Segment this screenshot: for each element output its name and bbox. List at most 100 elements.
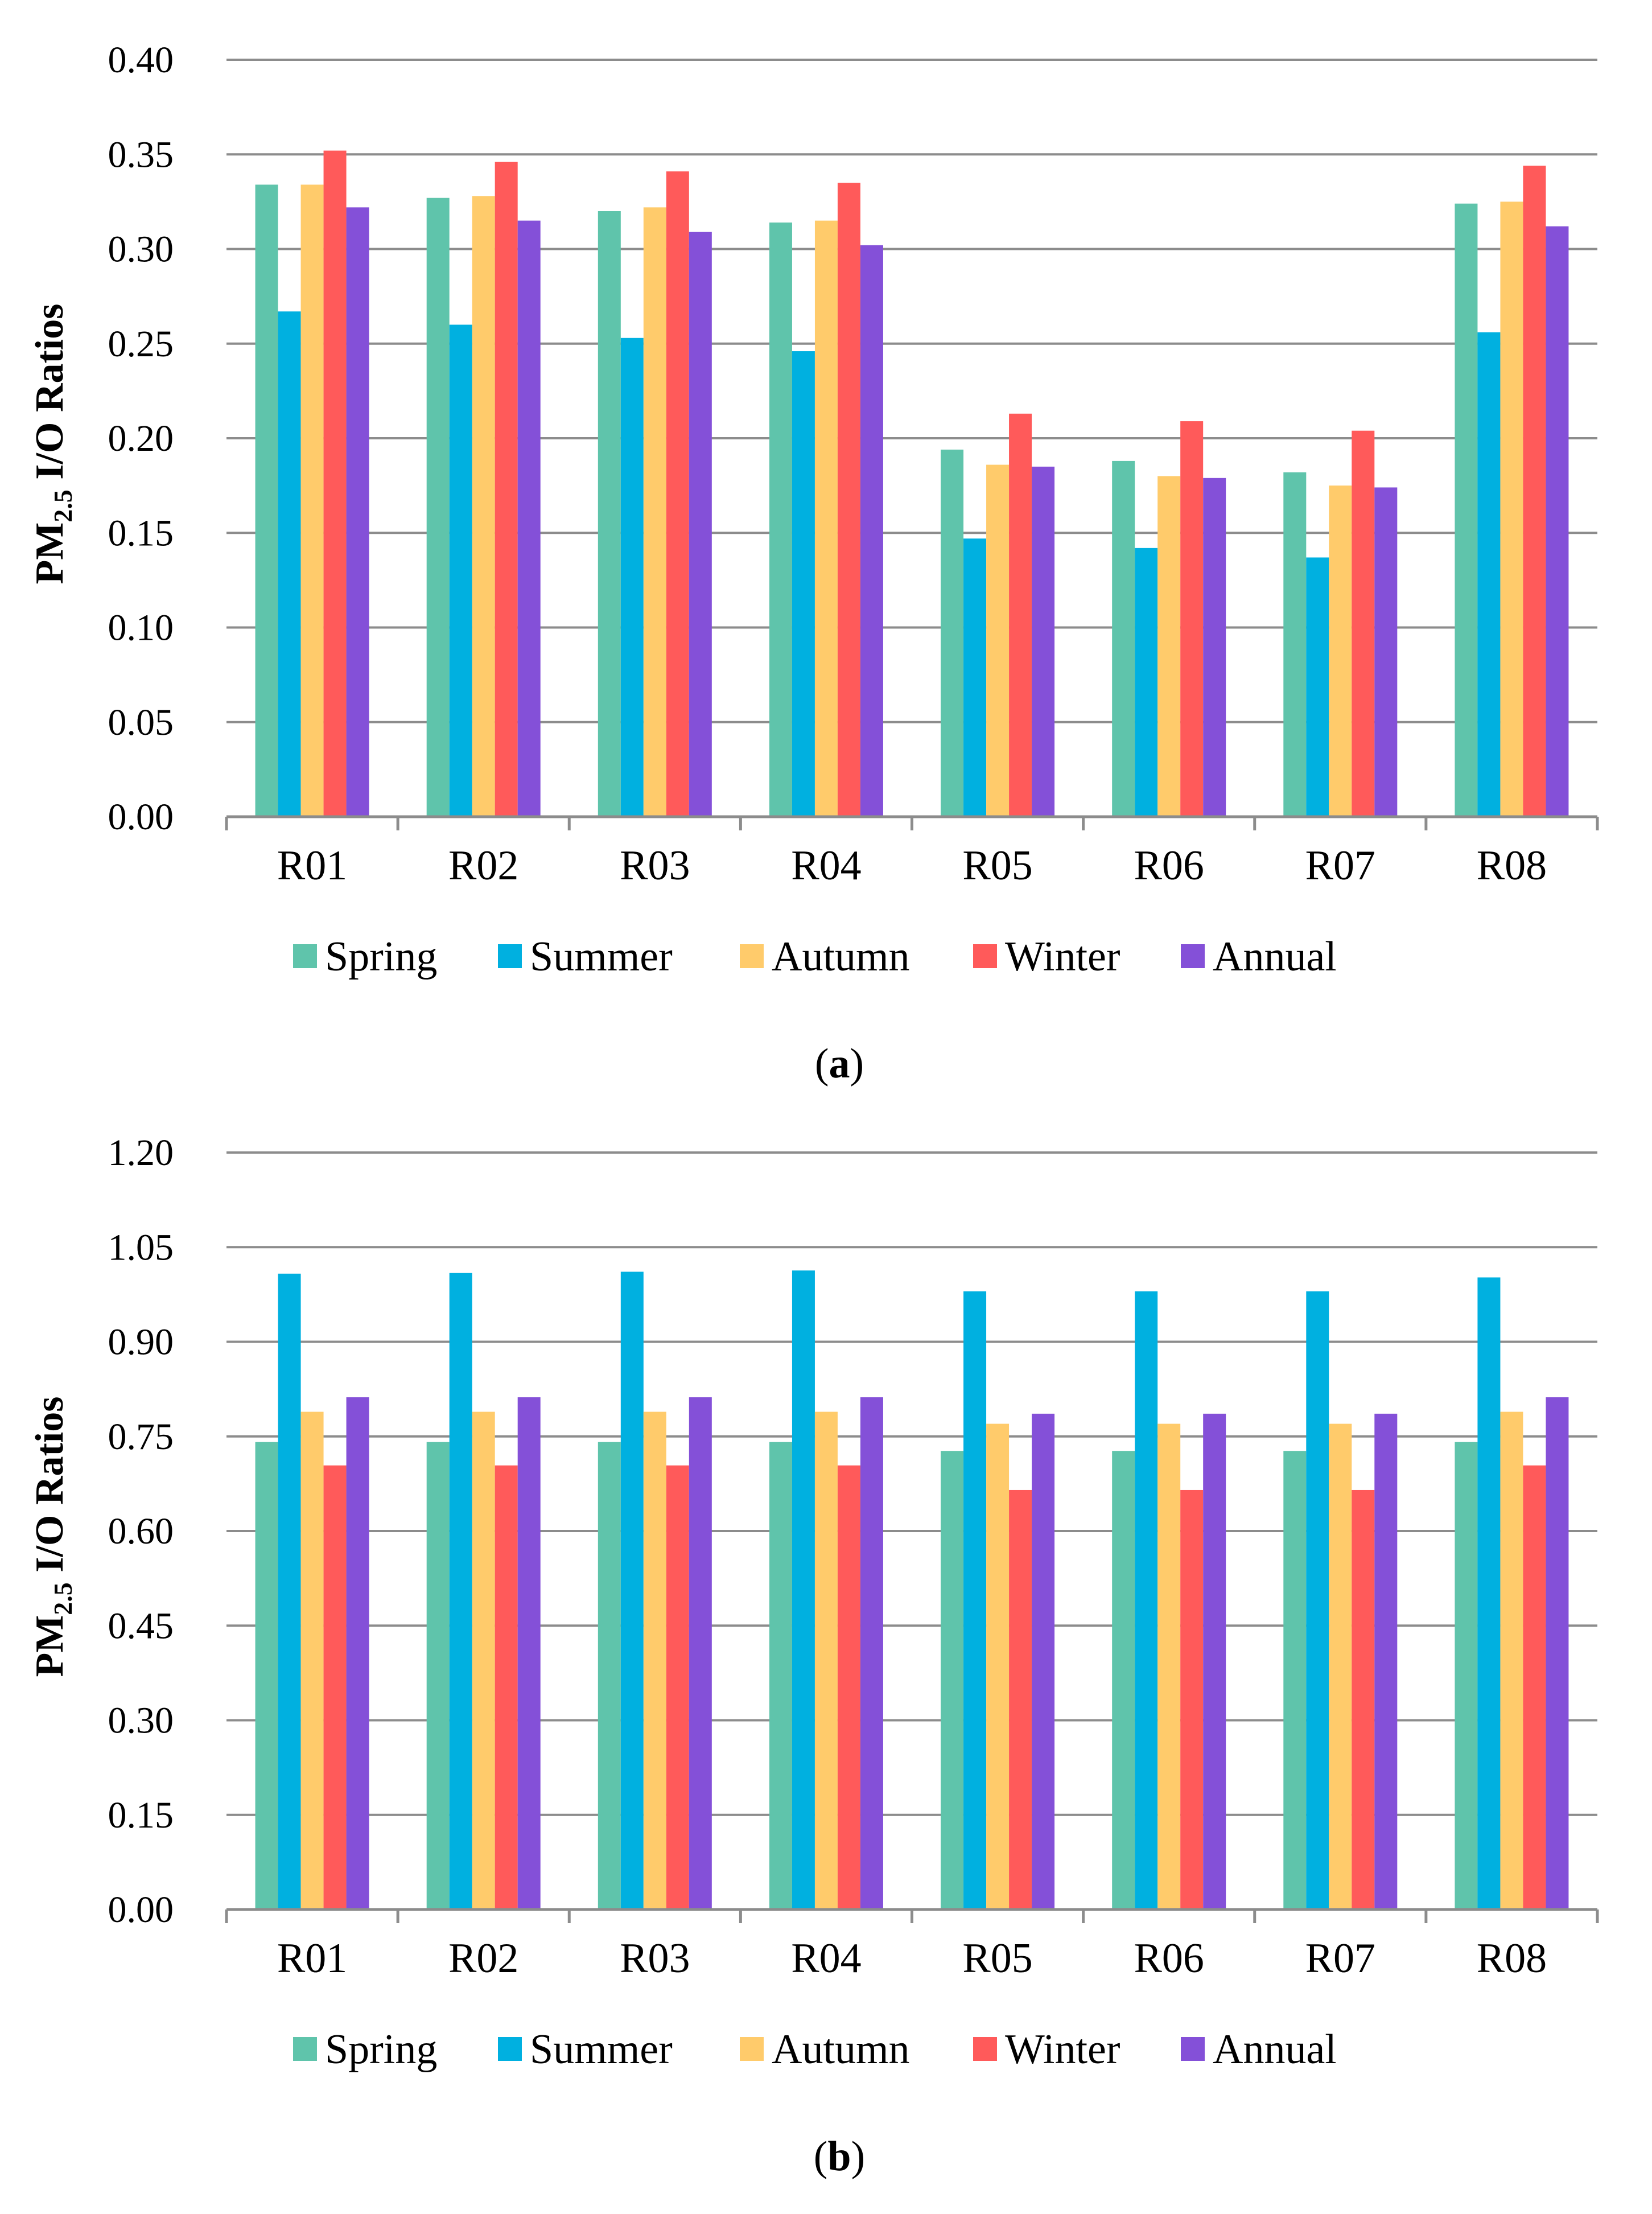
chart-panel-b: 0.00 0.15 0.30 0.45 0.60 0.75 0.90 1.05 1.20 R01 R…	[28, 1132, 1599, 2180]
bar-annual-r08	[1546, 1397, 1569, 1910]
y-tick-label: 0.30	[108, 229, 174, 270]
bar-annual-r03	[689, 1397, 712, 1910]
bar-spring-r08	[1455, 1442, 1478, 1910]
bar-spring-r04	[769, 1442, 792, 1910]
legend-label-autumn: Autumn	[772, 933, 910, 980]
x-tick-label: R02	[448, 1935, 518, 1982]
bar-spring-r02	[426, 197, 450, 817]
bar-winter-r04	[837, 183, 860, 817]
bar-spring-r07	[1283, 472, 1307, 817]
bar-annual-r02	[517, 1397, 541, 1910]
legend-label-winter: Winter	[1005, 933, 1120, 980]
bar-summer-r03	[620, 1271, 644, 1910]
x-tick-label: R04	[791, 1935, 861, 1982]
bar-spring-r02	[426, 1442, 450, 1910]
x-tick-label: R06	[1134, 1935, 1204, 1982]
bar-summer-r03	[620, 338, 644, 817]
legend-swatch-annual	[1181, 2037, 1205, 2061]
bar-summer-r06	[1135, 548, 1158, 817]
legend-label-summer: Summer	[530, 933, 673, 980]
y-tick-label: 0.15	[108, 512, 174, 554]
bar-winter-r08	[1523, 166, 1546, 817]
panel-caption: (b)	[814, 2133, 865, 2180]
bar-spring-r06	[1112, 460, 1135, 817]
bar-spring-r01	[255, 1442, 278, 1910]
x-tick-label: R01	[277, 1935, 347, 1982]
y-tick-label: 0.00	[108, 1889, 174, 1931]
bar-annual-r03	[689, 232, 712, 817]
y-tick-label: 1.05	[108, 1227, 174, 1268]
legend-swatch-summer	[498, 2037, 522, 2061]
bar-annual-r01	[346, 207, 369, 817]
bar-winter-r06	[1180, 421, 1204, 817]
x-tick-label: R07	[1305, 842, 1375, 889]
bar-annual-r04	[860, 1397, 883, 1910]
bar-summer-r02	[449, 1273, 472, 1910]
y-tick-label: 0.25	[108, 323, 174, 365]
bar-winter-r04	[837, 1465, 860, 1910]
bar-autumn-r03	[643, 207, 666, 817]
x-tick-label: R02	[448, 842, 518, 889]
bar-spring-r08	[1455, 203, 1478, 817]
y-tick-label: 0.60	[108, 1511, 174, 1552]
x-tick-label: R05	[962, 1935, 1032, 1982]
bar-autumn-r04	[814, 1411, 838, 1910]
bar-summer-r08	[1477, 1277, 1501, 1910]
legend-label-spring: Spring	[325, 2026, 437, 2073]
bar-summer-r04	[792, 351, 815, 817]
y-axis-label: PM2.5 I/O Ratios	[28, 303, 77, 584]
bar-annual-r06	[1203, 1413, 1226, 1910]
bar-summer-r01	[278, 311, 301, 817]
y-tick-label: 0.35	[108, 134, 174, 175]
bar-summer-r07	[1306, 1291, 1329, 1910]
bar-annual-r01	[346, 1397, 369, 1910]
bar-winter-r05	[1009, 1489, 1032, 1910]
legend-label-autumn: Autumn	[772, 2026, 910, 2073]
y-tick-label: 0.05	[108, 702, 174, 743]
x-tick-label: R04	[791, 842, 861, 889]
bar-spring-r04	[769, 222, 792, 817]
bar-annual-r02	[517, 220, 541, 817]
x-tick-label: R01	[277, 842, 347, 889]
legend-swatch-annual	[1181, 944, 1205, 968]
bar-autumn-r01	[300, 1411, 324, 1910]
legend-swatch-winter	[973, 944, 997, 968]
legend-swatch-winter	[973, 2037, 997, 2061]
bar-winter-r06	[1180, 1489, 1204, 1910]
bar-winter-r07	[1352, 430, 1375, 817]
bar-autumn-r02	[472, 196, 495, 817]
chart-panel-a: 0.00 0.05 0.10 0.15 0.20 0.25 0.30 0.35 0.40 R01 R…	[28, 39, 1599, 1087]
bar-annual-r05	[1032, 466, 1055, 817]
legend-label-winter: Winter	[1005, 2026, 1120, 2073]
y-tick-label: 0.10	[108, 607, 174, 649]
bar-spring-r01	[255, 184, 278, 817]
bar-winter-r03	[666, 171, 689, 817]
bar-winter-r01	[323, 150, 347, 817]
y-tick-label: 0.20	[108, 418, 174, 459]
x-tick-label: R08	[1477, 842, 1547, 889]
bar-summer-r07	[1306, 557, 1329, 817]
x-tick-label: R08	[1477, 1935, 1547, 1982]
bar-annual-r07	[1374, 487, 1398, 817]
x-tick-label: R06	[1134, 842, 1204, 889]
bar-autumn-r04	[814, 220, 838, 817]
bar-autumn-r06	[1157, 1423, 1181, 1910]
bar-spring-r06	[1112, 1451, 1135, 1910]
x-tick-label: R07	[1305, 1935, 1375, 1982]
legend-swatch-spring	[293, 944, 317, 968]
bar-winter-r08	[1523, 1465, 1546, 1910]
bar-spring-r07	[1283, 1451, 1307, 1910]
bar-summer-r02	[449, 324, 472, 817]
bar-annual-r08	[1546, 226, 1569, 817]
legend-swatch-spring	[293, 2037, 317, 2061]
bar-winter-r02	[495, 1465, 518, 1910]
bar-winter-r01	[323, 1465, 347, 1910]
bar-annual-r05	[1032, 1413, 1055, 1910]
y-tick-label: 0.30	[108, 1700, 174, 1742]
panel-caption: (a)	[815, 1040, 864, 1087]
y-tick-label: 0.75	[108, 1416, 174, 1458]
y-tick-label: 1.20	[108, 1132, 174, 1174]
bar-spring-r03	[598, 211, 621, 817]
bar-autumn-r05	[986, 1423, 1010, 1910]
